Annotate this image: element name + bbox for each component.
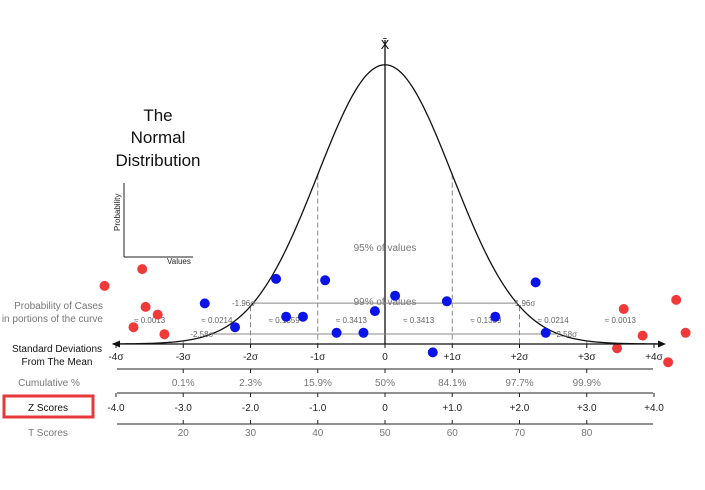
ci99-right-label: 2.58σ bbox=[557, 330, 578, 339]
blue-data-point bbox=[320, 275, 331, 286]
title-line-3: Distribution bbox=[115, 151, 200, 170]
std-tick-label: -3σ bbox=[176, 352, 192, 363]
red-data-point bbox=[663, 357, 674, 368]
probability-value: ≈ 0.1359 bbox=[470, 316, 502, 325]
t-row-value: 60 bbox=[447, 428, 459, 439]
z-row-value: 0 bbox=[382, 403, 388, 414]
ci95-band: -1.96σ 1.96σ 95% of values bbox=[232, 243, 535, 308]
blue-data-point bbox=[199, 298, 210, 309]
probability-value: ≈ 0.0013 bbox=[134, 316, 166, 325]
blue-data-point bbox=[390, 290, 401, 301]
red-data-point bbox=[159, 329, 170, 340]
z-row-value: -2.0 bbox=[242, 403, 260, 414]
blue-data-point bbox=[331, 327, 342, 338]
probability-value: ≈ 0.0214 bbox=[538, 316, 570, 325]
red-data-point bbox=[137, 264, 148, 275]
red-data-point bbox=[140, 301, 151, 312]
inset-y-label: Probability bbox=[113, 194, 122, 231]
probability-value: ≈ 0.0214 bbox=[201, 316, 233, 325]
blue-data-point bbox=[441, 296, 452, 307]
red-data-point bbox=[680, 327, 691, 338]
blue-data-point bbox=[271, 273, 282, 284]
t-row-value: 20 bbox=[178, 428, 190, 439]
ci99-band: -2.58σ 2.58σ 99% of values bbox=[190, 297, 577, 339]
z-row-value: -3.0 bbox=[175, 403, 193, 414]
t-row-value: 70 bbox=[514, 428, 526, 439]
cum-row-value: 15.9% bbox=[304, 378, 332, 389]
std-tick-label: -2σ bbox=[243, 352, 259, 363]
t-scores-label: T Scores bbox=[28, 428, 68, 439]
std-tick-label: +4σ bbox=[645, 352, 663, 363]
ci95-left-label: -1.96σ bbox=[232, 299, 255, 308]
diagram-title: The Normal Distribution bbox=[115, 106, 200, 170]
cum-row-value: 84.1% bbox=[438, 378, 466, 389]
z-row-value: +1.0 bbox=[442, 403, 462, 414]
blue-data-point bbox=[297, 311, 308, 322]
red-data-point bbox=[671, 294, 682, 305]
inset-x-label: Values bbox=[167, 257, 191, 266]
std-tick-label: -4σ bbox=[108, 352, 124, 363]
blue-data-point bbox=[490, 311, 501, 322]
std-tick-label: +3σ bbox=[578, 352, 596, 363]
z-row-value: -1.0 bbox=[309, 403, 327, 414]
data-points bbox=[99, 264, 691, 368]
cum-row-value: 0.1% bbox=[172, 378, 195, 389]
probability-label-line-1: Probability of Cases bbox=[14, 301, 103, 312]
ci99-label: 99% of values bbox=[354, 297, 417, 308]
ci95-label: 95% of values bbox=[354, 243, 417, 254]
t-row-value: 30 bbox=[245, 428, 257, 439]
axes-inset: Probability Values bbox=[113, 183, 193, 266]
std-tick-label: -1σ bbox=[310, 352, 326, 363]
red-data-point bbox=[152, 309, 163, 320]
red-data-point bbox=[128, 322, 139, 333]
red-data-point bbox=[637, 330, 648, 341]
title-line-2: Normal bbox=[131, 128, 186, 147]
t-scores-row: 20 30 40 50 60 70 80 bbox=[117, 420, 653, 439]
probability-value: ≈ 0.3413 bbox=[403, 316, 435, 325]
std-tick-label: +1σ bbox=[443, 352, 461, 363]
probability-label-line-2: in portions of the curve bbox=[2, 314, 104, 325]
std-label-line-1: Standard Deviations bbox=[12, 344, 102, 355]
blue-data-point bbox=[540, 327, 551, 338]
blue-data-point bbox=[358, 327, 369, 338]
red-data-point bbox=[612, 343, 623, 354]
z-scores-highlight-box bbox=[2, 394, 95, 419]
cum-row-value: 50% bbox=[375, 378, 395, 389]
cum-row-value: 99.9% bbox=[573, 378, 601, 389]
z-row-value: -4.0 bbox=[107, 403, 125, 414]
std-label-line-2: From The Mean bbox=[22, 357, 93, 368]
z-scores-label: Z Scores bbox=[28, 403, 68, 414]
blue-data-point bbox=[369, 306, 380, 317]
z-scores-row: -4.0 -3.0 -2.0 -1.0 0 +1.0 +2.0 +3.0 +4.0 bbox=[107, 392, 664, 414]
cum-row-value: 97.7% bbox=[505, 378, 533, 389]
z-row-value: +4.0 bbox=[644, 403, 664, 414]
z-row-value: +3.0 bbox=[577, 403, 597, 414]
ci95-right-label: 1.96σ bbox=[515, 299, 536, 308]
std-tick-label: 0 bbox=[382, 352, 388, 363]
axis-arrow-right-icon bbox=[658, 340, 666, 348]
cumulative-row: 0.1% 2.3% 15.9% 50% 84.1% 97.7% 99.9% bbox=[117, 368, 653, 389]
title-line-1: The bbox=[143, 106, 172, 125]
blue-data-point bbox=[530, 277, 541, 288]
probability-value: ≈ 0.0013 bbox=[605, 316, 637, 325]
std-axis: -4σ -3σ -2σ -1σ 0 +1σ +2σ +3σ +4σ bbox=[108, 340, 666, 363]
blue-data-point bbox=[230, 322, 241, 333]
std-tick-label: +2σ bbox=[511, 352, 529, 363]
blue-data-point bbox=[427, 347, 438, 358]
probability-value: ≈ 0.3413 bbox=[336, 316, 368, 325]
red-data-point bbox=[99, 280, 110, 291]
t-row-value: 40 bbox=[312, 428, 324, 439]
t-row-value: 80 bbox=[581, 428, 593, 439]
z-row-value: +2.0 bbox=[510, 403, 530, 414]
cum-row-value: 2.3% bbox=[239, 378, 262, 389]
ci99-left-label: -2.58σ bbox=[190, 330, 213, 339]
cumulative-label: Cumulative % bbox=[18, 378, 80, 389]
t-row-value: 50 bbox=[379, 428, 391, 439]
red-data-point bbox=[618, 304, 629, 314]
blue-data-point bbox=[281, 311, 292, 322]
